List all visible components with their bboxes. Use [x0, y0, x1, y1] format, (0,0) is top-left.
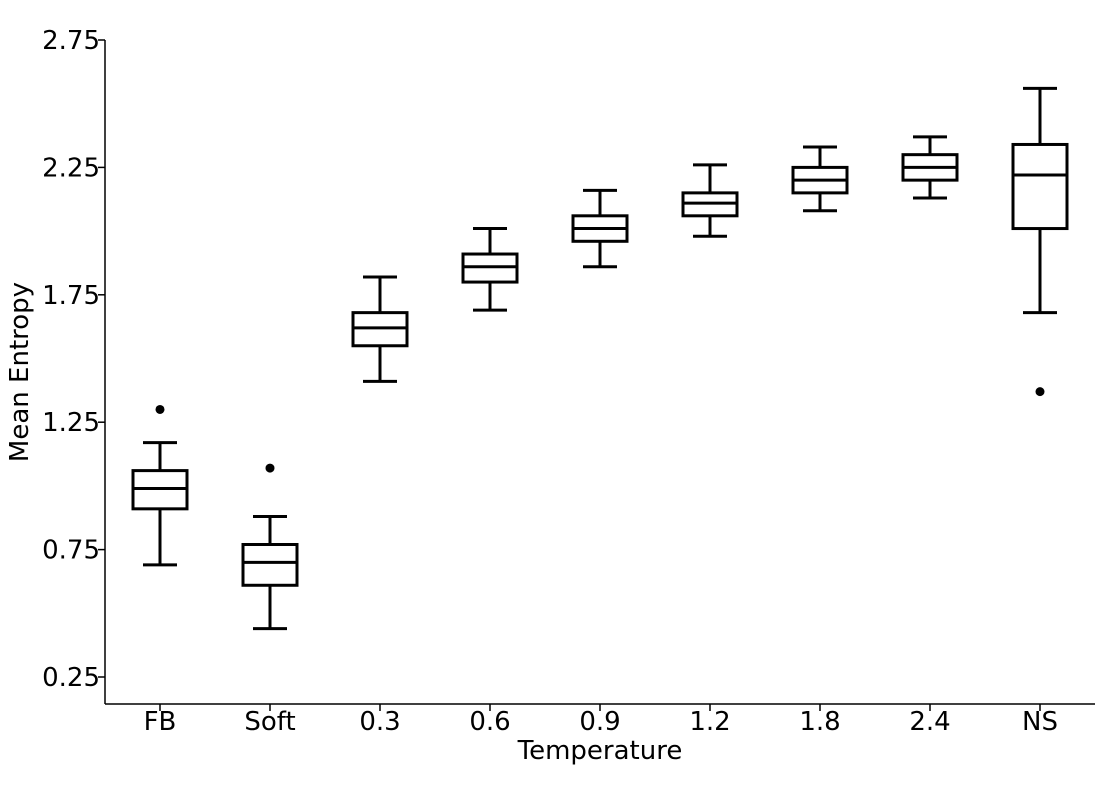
y-tick-label: 0.25: [42, 663, 100, 693]
outlier-point: [265, 463, 275, 473]
x-tick-label: 0.3: [359, 707, 400, 737]
y-tick-label: 0.75: [42, 536, 100, 566]
y-tick-label: 1.25: [42, 408, 100, 438]
y-tick-label: 1.75: [42, 281, 100, 311]
x-tick-label: NS: [1022, 707, 1058, 737]
box-fb: [131, 404, 189, 567]
iqr-box: [1011, 142, 1069, 231]
x-axis-ticks: FB Soft 0.3 0.6 0.9 1.2 1.8 2.4 NS: [144, 704, 1058, 737]
iqr-box: [241, 543, 299, 587]
box-2-4: [901, 135, 959, 200]
y-tick-label: 2.75: [42, 26, 100, 56]
y-tick-label: 2.25: [42, 153, 100, 183]
x-tick-label: 1.8: [799, 707, 840, 737]
box-1-8: [791, 145, 849, 213]
x-axis-title: Temperature: [517, 736, 683, 766]
box-series: [131, 86, 1069, 631]
x-tick-label: 0.6: [469, 707, 510, 737]
outlier-point: [155, 404, 165, 414]
x-tick-label: 0.9: [579, 707, 620, 737]
plot-frame: [104, 40, 1095, 705]
box-ns: [1011, 86, 1069, 397]
x-tick-label: Soft: [244, 707, 295, 737]
box-0-6: [461, 227, 519, 312]
box-0-9: [571, 188, 629, 269]
x-tick-label: FB: [144, 707, 177, 737]
box-0-3: [351, 275, 409, 383]
box-soft: [241, 463, 299, 631]
x-tick-label: 2.4: [909, 707, 950, 737]
outlier-point: [1035, 387, 1045, 397]
x-tick-label: 1.2: [689, 707, 730, 737]
y-axis-title: Mean Entropy: [5, 282, 35, 462]
box-1-2: [681, 163, 739, 238]
y-axis-ticks: 0.25 0.75 1.25 1.75 2.25 2.75: [42, 26, 105, 693]
